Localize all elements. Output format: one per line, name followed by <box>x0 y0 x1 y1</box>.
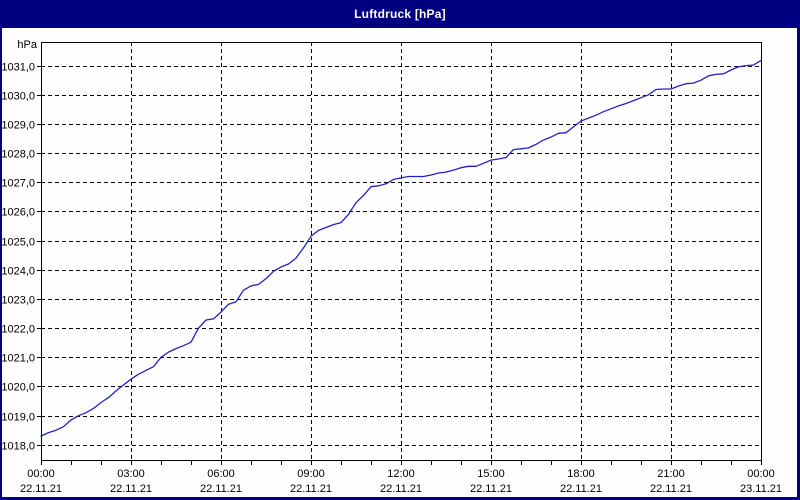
y-tick-label: 1022,0 <box>2 324 35 336</box>
pressure-chart: 1018,0 1019,0 1020,0 1021,0 1022,0 1023,0 1024… <box>2 39 782 495</box>
x-tick-time-label: 03:00 <box>117 468 145 480</box>
x-tick-date-label: 22.11.21 <box>650 483 692 495</box>
y-tick-label: 1019,0 <box>2 412 35 424</box>
x-tick-time-label: 00:00 <box>27 468 55 480</box>
y-tick-label: 1027,0 <box>2 178 35 190</box>
y-tick-label: 1029,0 <box>2 120 35 132</box>
x-tick-time-label: 21:00 <box>657 468 685 480</box>
pressure-curve <box>40 59 762 437</box>
plot-border <box>41 42 762 461</box>
chart-area: 1018,0 1019,0 1020,0 1021,0 1022,0 1023,0 1024… <box>2 28 797 497</box>
x-tick-date-label: 22.11.21 <box>380 483 422 495</box>
x-tick-time-label: 00:00 <box>747 468 775 480</box>
x-tick-time-label: 12:00 <box>387 468 415 480</box>
y-tick-label: 1028,0 <box>2 149 35 161</box>
y-tick-label: 1031,0 <box>2 62 35 74</box>
x-tick-date-label: 22.11.21 <box>20 483 62 495</box>
y-tick-label: 1030,0 <box>2 91 35 103</box>
y-tick-label: 1020,0 <box>2 382 35 394</box>
x-tick-date-label: 22.11.21 <box>470 483 512 495</box>
y-tick-label: 1025,0 <box>2 237 35 249</box>
y-tick-label: 1024,0 <box>2 266 35 278</box>
x-tick-time-label: 06:00 <box>207 468 235 480</box>
x-tick-time-label: 09:00 <box>297 468 325 480</box>
x-tick-date-label: 22.11.21 <box>200 483 242 495</box>
x-tick-time-label: 18:00 <box>567 468 595 480</box>
y-axis-unit-label: hPa <box>17 39 37 51</box>
y-tick-label: 1026,0 <box>2 207 35 219</box>
y-tick-label: 1023,0 <box>2 295 35 307</box>
x-tick-date-label: 23.11.21 <box>740 483 782 495</box>
x-tick-date-label: 22.11.21 <box>560 483 602 495</box>
x-tick-time-label: 15:00 <box>477 468 505 480</box>
window-title: Luftdruck [hPa] <box>354 7 446 21</box>
y-tick-label: 1021,0 <box>2 353 35 365</box>
y-tick-label: 1018,0 <box>2 441 35 453</box>
x-tick-date-label: 22.11.21 <box>110 483 152 495</box>
x-tick-date-label: 22.11.21 <box>290 483 332 495</box>
window-titlebar: Luftdruck [hPa] <box>0 0 800 28</box>
